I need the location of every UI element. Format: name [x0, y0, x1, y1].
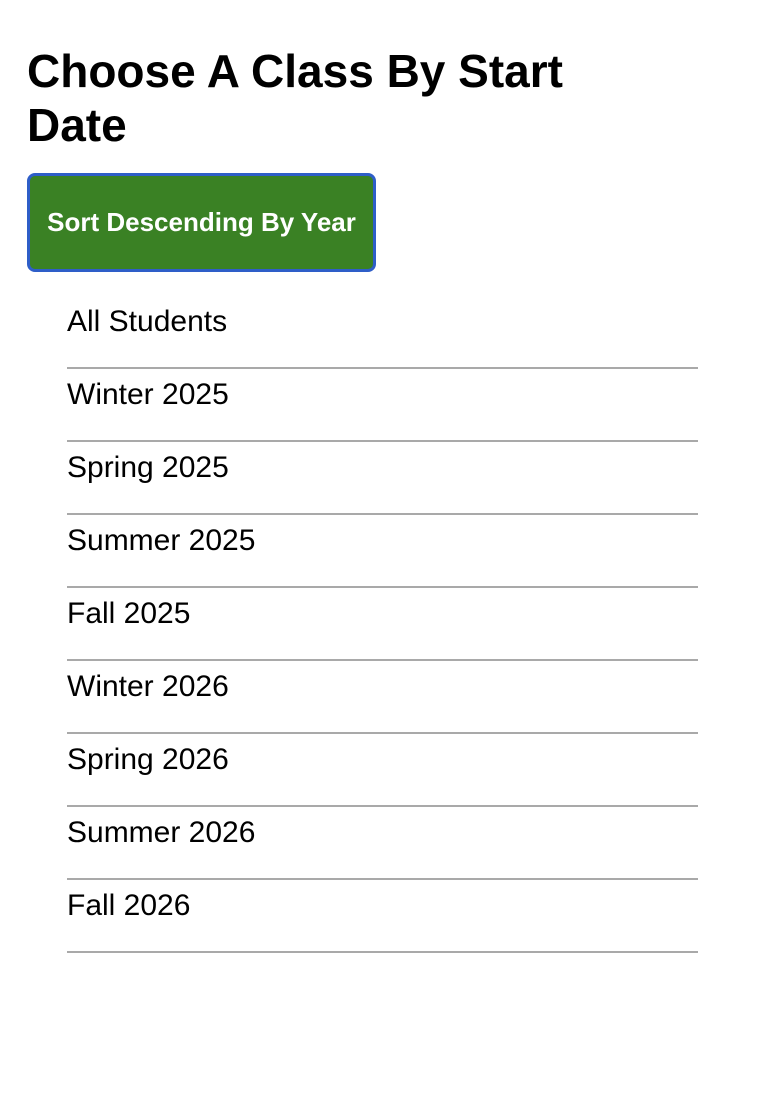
class-item-summer-2025[interactable]: Summer 2025: [67, 515, 698, 588]
class-item-winter-2025[interactable]: Winter 2025: [67, 369, 698, 442]
class-item-summer-2026[interactable]: Summer 2026: [67, 807, 698, 880]
class-item-spring-2026[interactable]: Spring 2026: [67, 734, 698, 807]
class-item-all-students[interactable]: All Students: [67, 296, 698, 369]
class-item-spring-2025[interactable]: Spring 2025: [67, 442, 698, 515]
class-picker-page: Choose A Class By Start Date Sort Descen…: [27, 44, 727, 953]
class-item-fall-2025[interactable]: Fall 2025: [67, 588, 698, 661]
class-list: All Students Winter 2025 Spring 2025 Sum…: [27, 296, 727, 953]
sort-descending-button[interactable]: Sort Descending By Year: [27, 173, 376, 272]
class-item-winter-2026[interactable]: Winter 2026: [67, 661, 698, 734]
page-title: Choose A Class By Start Date: [27, 45, 563, 151]
class-item-fall-2026[interactable]: Fall 2026: [67, 880, 698, 953]
